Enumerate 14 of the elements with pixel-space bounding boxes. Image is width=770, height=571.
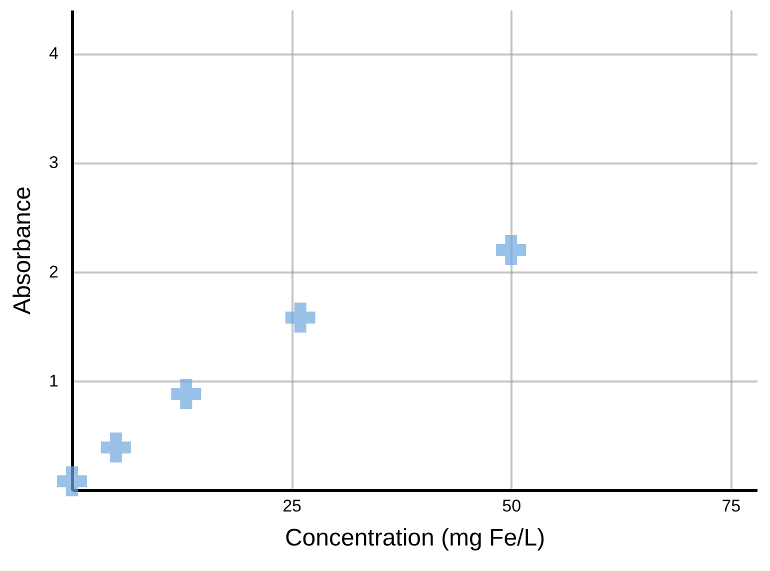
point (285, 302, 316, 333)
y-tick-label: 2 (49, 262, 58, 282)
x-axis-title: Concentration (mg Fe/L) (284, 524, 546, 552)
point (496, 235, 526, 265)
point (171, 379, 202, 409)
y-tick-label: 3 (49, 153, 58, 172)
point (57, 466, 87, 496)
y-tick-label: 1 (49, 371, 58, 390)
y-axis-title: Absorbance (9, 186, 36, 315)
x-tick-label: 50 (502, 496, 522, 516)
x-tick-label: 75 (722, 496, 741, 516)
y-tick-label: 4 (49, 44, 58, 64)
point (100, 432, 131, 462)
x-tick-label: 25 (282, 496, 302, 516)
